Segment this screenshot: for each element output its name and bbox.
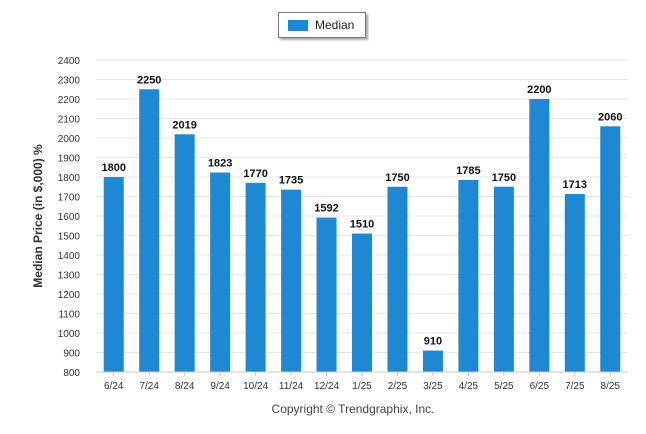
x-tick-label: 8/25 xyxy=(601,381,621,392)
data-label: 1750 xyxy=(385,172,409,184)
bar xyxy=(493,186,514,372)
bar xyxy=(564,193,585,372)
bar xyxy=(600,126,621,372)
legend-label-median: Median xyxy=(315,18,355,32)
bar xyxy=(529,99,550,372)
x-tick-label: 5/25 xyxy=(494,381,514,392)
y-tick-label: 900 xyxy=(63,349,80,360)
data-label: 910 xyxy=(424,336,442,348)
y-tick-label: 2300 xyxy=(58,76,81,87)
bar xyxy=(210,172,231,372)
bar xyxy=(245,182,266,372)
data-label: 1823 xyxy=(208,158,232,170)
bar xyxy=(139,89,160,372)
bar xyxy=(174,134,195,372)
x-tick-label: 6/25 xyxy=(530,381,550,392)
bar xyxy=(458,179,479,372)
y-tick-label: 1100 xyxy=(58,310,80,321)
y-tick-label: 1500 xyxy=(58,232,81,243)
y-tick-label: 1200 xyxy=(58,290,81,301)
x-tick-label: 8/24 xyxy=(175,381,195,392)
x-tick-label: 2/25 xyxy=(388,381,408,392)
legend: Median xyxy=(278,12,366,38)
data-label: 2019 xyxy=(172,119,196,131)
bar xyxy=(103,177,124,372)
x-tick-label: 7/25 xyxy=(565,381,585,392)
data-label: 1785 xyxy=(456,165,480,177)
y-tick-label: 800 xyxy=(63,368,80,379)
data-labels: 1800 2250 2019 1823 1770 1735 1592 1510 1750 910 1… xyxy=(101,74,622,347)
y-tick-label: 1300 xyxy=(58,271,81,282)
bar xyxy=(316,217,337,372)
bars xyxy=(103,89,621,372)
y-tick-label: 1600 xyxy=(58,212,81,223)
x-tick-label: 4/25 xyxy=(459,381,479,392)
data-label: 1770 xyxy=(243,168,267,180)
x-tick-label: 11/24 xyxy=(279,381,304,392)
y-tick-label: 2400 xyxy=(58,56,81,67)
x-tick-label: 1/25 xyxy=(352,381,372,392)
data-label: 2060 xyxy=(598,111,622,123)
x-tick-label: 12/24 xyxy=(314,381,339,392)
y-axis-ticks: 800 900 1000 1100 1200 1300 1400 1500 1600 1700 18… xyxy=(58,56,81,379)
y-tick-label: 1700 xyxy=(58,193,81,204)
x-tick-label: 6/24 xyxy=(104,381,124,392)
data-label: 1735 xyxy=(279,175,303,187)
y-tick-label: 1800 xyxy=(58,173,81,184)
y-axis-label: Median Price (in $,000) % xyxy=(31,144,45,288)
data-label: 1510 xyxy=(350,219,374,231)
x-tick-label: 10/24 xyxy=(243,381,268,392)
bar xyxy=(387,186,408,372)
y-tick-label: 1000 xyxy=(58,329,81,340)
copyright-text: Copyright © Trendgraphix, Inc. xyxy=(271,402,435,416)
data-label: 1713 xyxy=(563,179,587,191)
data-label: 1592 xyxy=(314,203,338,215)
x-tick-label: 7/24 xyxy=(139,381,159,392)
bar xyxy=(422,350,443,372)
data-label: 2200 xyxy=(527,84,551,96)
bar xyxy=(281,189,302,372)
y-tick-label: 1900 xyxy=(58,154,81,165)
bar xyxy=(352,233,372,372)
data-label: 1750 xyxy=(492,172,516,184)
legend-swatch xyxy=(288,20,308,31)
data-label: 2250 xyxy=(137,74,161,86)
y-tick-label: 1400 xyxy=(58,251,81,262)
x-tick-label: 3/25 xyxy=(423,381,443,392)
y-tick-label: 2000 xyxy=(58,134,81,145)
x-tick-label: 9/24 xyxy=(210,381,230,392)
y-tick-label: 2100 xyxy=(58,115,81,126)
y-tick-label: 2200 xyxy=(58,95,81,106)
x-axis-ticks: 6/24 7/24 8/24 9/24 10/24 11/24 12/24 1/25 2/25 3… xyxy=(104,372,620,392)
data-label: 1800 xyxy=(101,162,125,174)
